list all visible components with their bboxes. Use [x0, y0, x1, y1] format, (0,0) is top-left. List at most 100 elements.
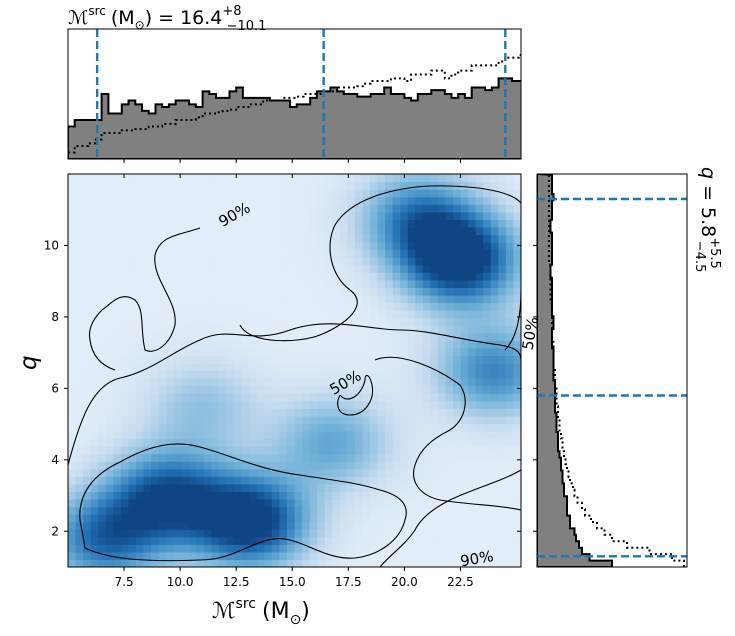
heatmap-cell	[234, 189, 243, 198]
heatmap-cell	[437, 453, 447, 462]
heatmap-cell	[370, 453, 379, 462]
heatmap-cell	[415, 491, 424, 500]
heatmap-cell	[513, 249, 521, 258]
heatmap-cell	[188, 461, 197, 470]
heatmap-cell	[173, 189, 182, 198]
heatmap-cell	[294, 347, 303, 356]
heatmap-cell	[324, 264, 333, 273]
heatmap-cell	[120, 514, 129, 523]
heatmap-cell	[83, 521, 92, 530]
heatmap-cell	[302, 446, 311, 455]
heatmap-cell	[105, 559, 114, 567]
heatmap-cell	[407, 279, 416, 288]
heatmap-cell	[90, 294, 99, 304]
heatmap-cell	[483, 204, 492, 213]
heatmap-cell	[264, 189, 273, 198]
heatmap-cell	[241, 385, 250, 394]
heatmap-cell	[166, 204, 175, 213]
heatmap-cell	[302, 506, 311, 515]
heatmap-cell	[113, 446, 122, 455]
heatmap-cell	[302, 211, 311, 220]
heatmap-cell	[490, 423, 499, 432]
heatmap-cell	[264, 294, 273, 304]
heatmap-cell	[445, 544, 454, 553]
heatmap-cell	[513, 189, 521, 198]
heatmap-cell	[445, 483, 454, 493]
heatmap-cell	[309, 272, 318, 281]
heatmap-cell	[211, 551, 220, 561]
heatmap-cell	[490, 219, 499, 228]
heatmap-cell	[400, 483, 409, 493]
heatmap-cell	[490, 317, 499, 326]
heatmap-cell	[370, 362, 379, 372]
heatmap-cell	[453, 219, 462, 228]
heatmap-cell	[241, 514, 250, 523]
heatmap-cell	[437, 393, 447, 402]
heatmap-cell	[377, 294, 386, 304]
heatmap-cell	[196, 446, 205, 455]
heatmap-cell	[151, 181, 160, 190]
heatmap-cell	[98, 544, 107, 553]
heatmap-cell	[279, 332, 288, 341]
heatmap-cell	[279, 325, 288, 334]
heatmap-cell	[249, 279, 258, 288]
heatmap-cell	[309, 219, 318, 228]
heatmap-cell	[415, 234, 424, 243]
heatmap-cell	[317, 325, 326, 334]
heatmap-cell	[400, 325, 409, 334]
heatmap-cell	[98, 536, 107, 545]
heatmap-cell	[400, 234, 409, 243]
heatmap-cell	[68, 378, 77, 387]
heatmap-cell	[128, 453, 137, 462]
heatmap-cell	[219, 196, 228, 205]
heatmap-cell	[120, 438, 129, 447]
heatmap-cell	[271, 294, 280, 304]
heatmap-cell	[105, 529, 114, 538]
heatmap-cell	[354, 461, 364, 470]
heatmap-cell	[302, 249, 311, 258]
heatmap-cell	[120, 453, 129, 462]
heatmap-cell	[128, 272, 137, 281]
heatmap-cell	[392, 468, 401, 477]
heatmap-cell	[264, 249, 273, 258]
heatmap-cell	[317, 362, 326, 372]
heatmap-cell	[354, 551, 364, 561]
heatmap-cell	[407, 529, 416, 538]
heatmap-cell	[445, 257, 454, 266]
heatmap-cell	[339, 446, 348, 455]
heatmap-cell	[468, 317, 477, 326]
heatmap-cell	[309, 559, 318, 567]
heatmap-cell	[317, 385, 326, 394]
heatmap-cell	[256, 446, 265, 455]
heatmap-cell	[490, 461, 499, 470]
heatmap-cell	[354, 498, 364, 508]
heatmap-cell	[354, 302, 364, 311]
heatmap-cell	[483, 514, 492, 523]
heatmap-cell	[98, 446, 107, 455]
heatmap-cell	[151, 514, 160, 523]
heatmap-cell	[256, 430, 265, 440]
heatmap-cell	[166, 196, 175, 205]
heatmap-cell	[302, 234, 311, 243]
heatmap-cell	[437, 385, 447, 394]
heatmap-cell	[234, 514, 243, 523]
heatmap-cell	[264, 483, 273, 493]
heatmap-cell	[445, 438, 454, 447]
heatmap-cell	[422, 400, 431, 409]
heatmap-cell	[143, 219, 152, 228]
heatmap-cell	[271, 362, 280, 372]
heatmap-cell	[98, 438, 107, 447]
heatmap-cell	[120, 211, 129, 220]
heatmap-cell	[453, 347, 462, 356]
heatmap-cell	[422, 551, 431, 561]
heatmap-cell	[203, 430, 213, 440]
heatmap-cell	[475, 219, 484, 228]
heatmap-cell	[302, 551, 311, 561]
main-xtick-label: 17.5	[335, 575, 362, 589]
heatmap-cell	[135, 196, 145, 205]
heatmap-cell	[490, 211, 499, 220]
heatmap-cell	[490, 362, 499, 372]
heatmap-cell	[173, 302, 182, 311]
heatmap-cell	[332, 294, 341, 304]
heatmap-cell	[181, 211, 190, 220]
